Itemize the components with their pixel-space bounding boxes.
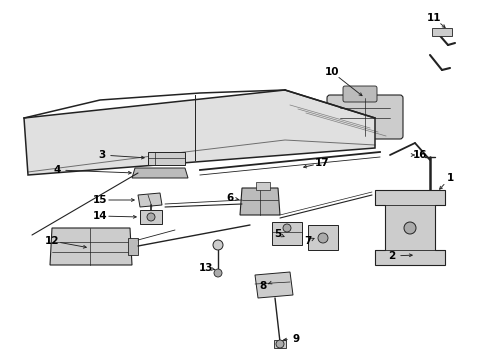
FancyBboxPatch shape (343, 86, 377, 102)
Polygon shape (432, 28, 452, 36)
Text: 2: 2 (389, 251, 395, 261)
Circle shape (283, 224, 291, 232)
Text: 10: 10 (325, 67, 339, 77)
Text: 7: 7 (304, 236, 312, 246)
Circle shape (147, 213, 155, 221)
Text: 13: 13 (199, 263, 213, 273)
Text: 5: 5 (274, 229, 282, 239)
Text: 4: 4 (53, 165, 61, 175)
Polygon shape (240, 188, 280, 215)
Text: 3: 3 (98, 150, 106, 160)
Polygon shape (132, 168, 188, 178)
Circle shape (318, 233, 328, 243)
Text: 12: 12 (45, 236, 59, 246)
Text: 16: 16 (413, 150, 427, 160)
Text: 15: 15 (93, 195, 107, 205)
Text: 6: 6 (226, 193, 234, 203)
Polygon shape (272, 222, 302, 245)
Polygon shape (24, 90, 375, 175)
Circle shape (276, 340, 284, 348)
Circle shape (214, 269, 222, 277)
Text: 17: 17 (315, 158, 329, 168)
Polygon shape (138, 193, 162, 207)
Circle shape (404, 222, 416, 234)
Polygon shape (256, 182, 270, 190)
Text: 8: 8 (259, 281, 267, 291)
Polygon shape (274, 340, 286, 348)
FancyBboxPatch shape (327, 95, 403, 139)
Polygon shape (50, 228, 132, 265)
Polygon shape (375, 190, 445, 265)
Polygon shape (255, 272, 293, 298)
Text: 9: 9 (293, 334, 299, 344)
Text: 1: 1 (446, 173, 454, 183)
Text: 14: 14 (93, 211, 107, 221)
Circle shape (213, 240, 223, 250)
Polygon shape (140, 210, 162, 224)
Polygon shape (128, 238, 138, 255)
Text: 11: 11 (427, 13, 441, 23)
Polygon shape (148, 152, 185, 165)
Polygon shape (308, 225, 338, 250)
